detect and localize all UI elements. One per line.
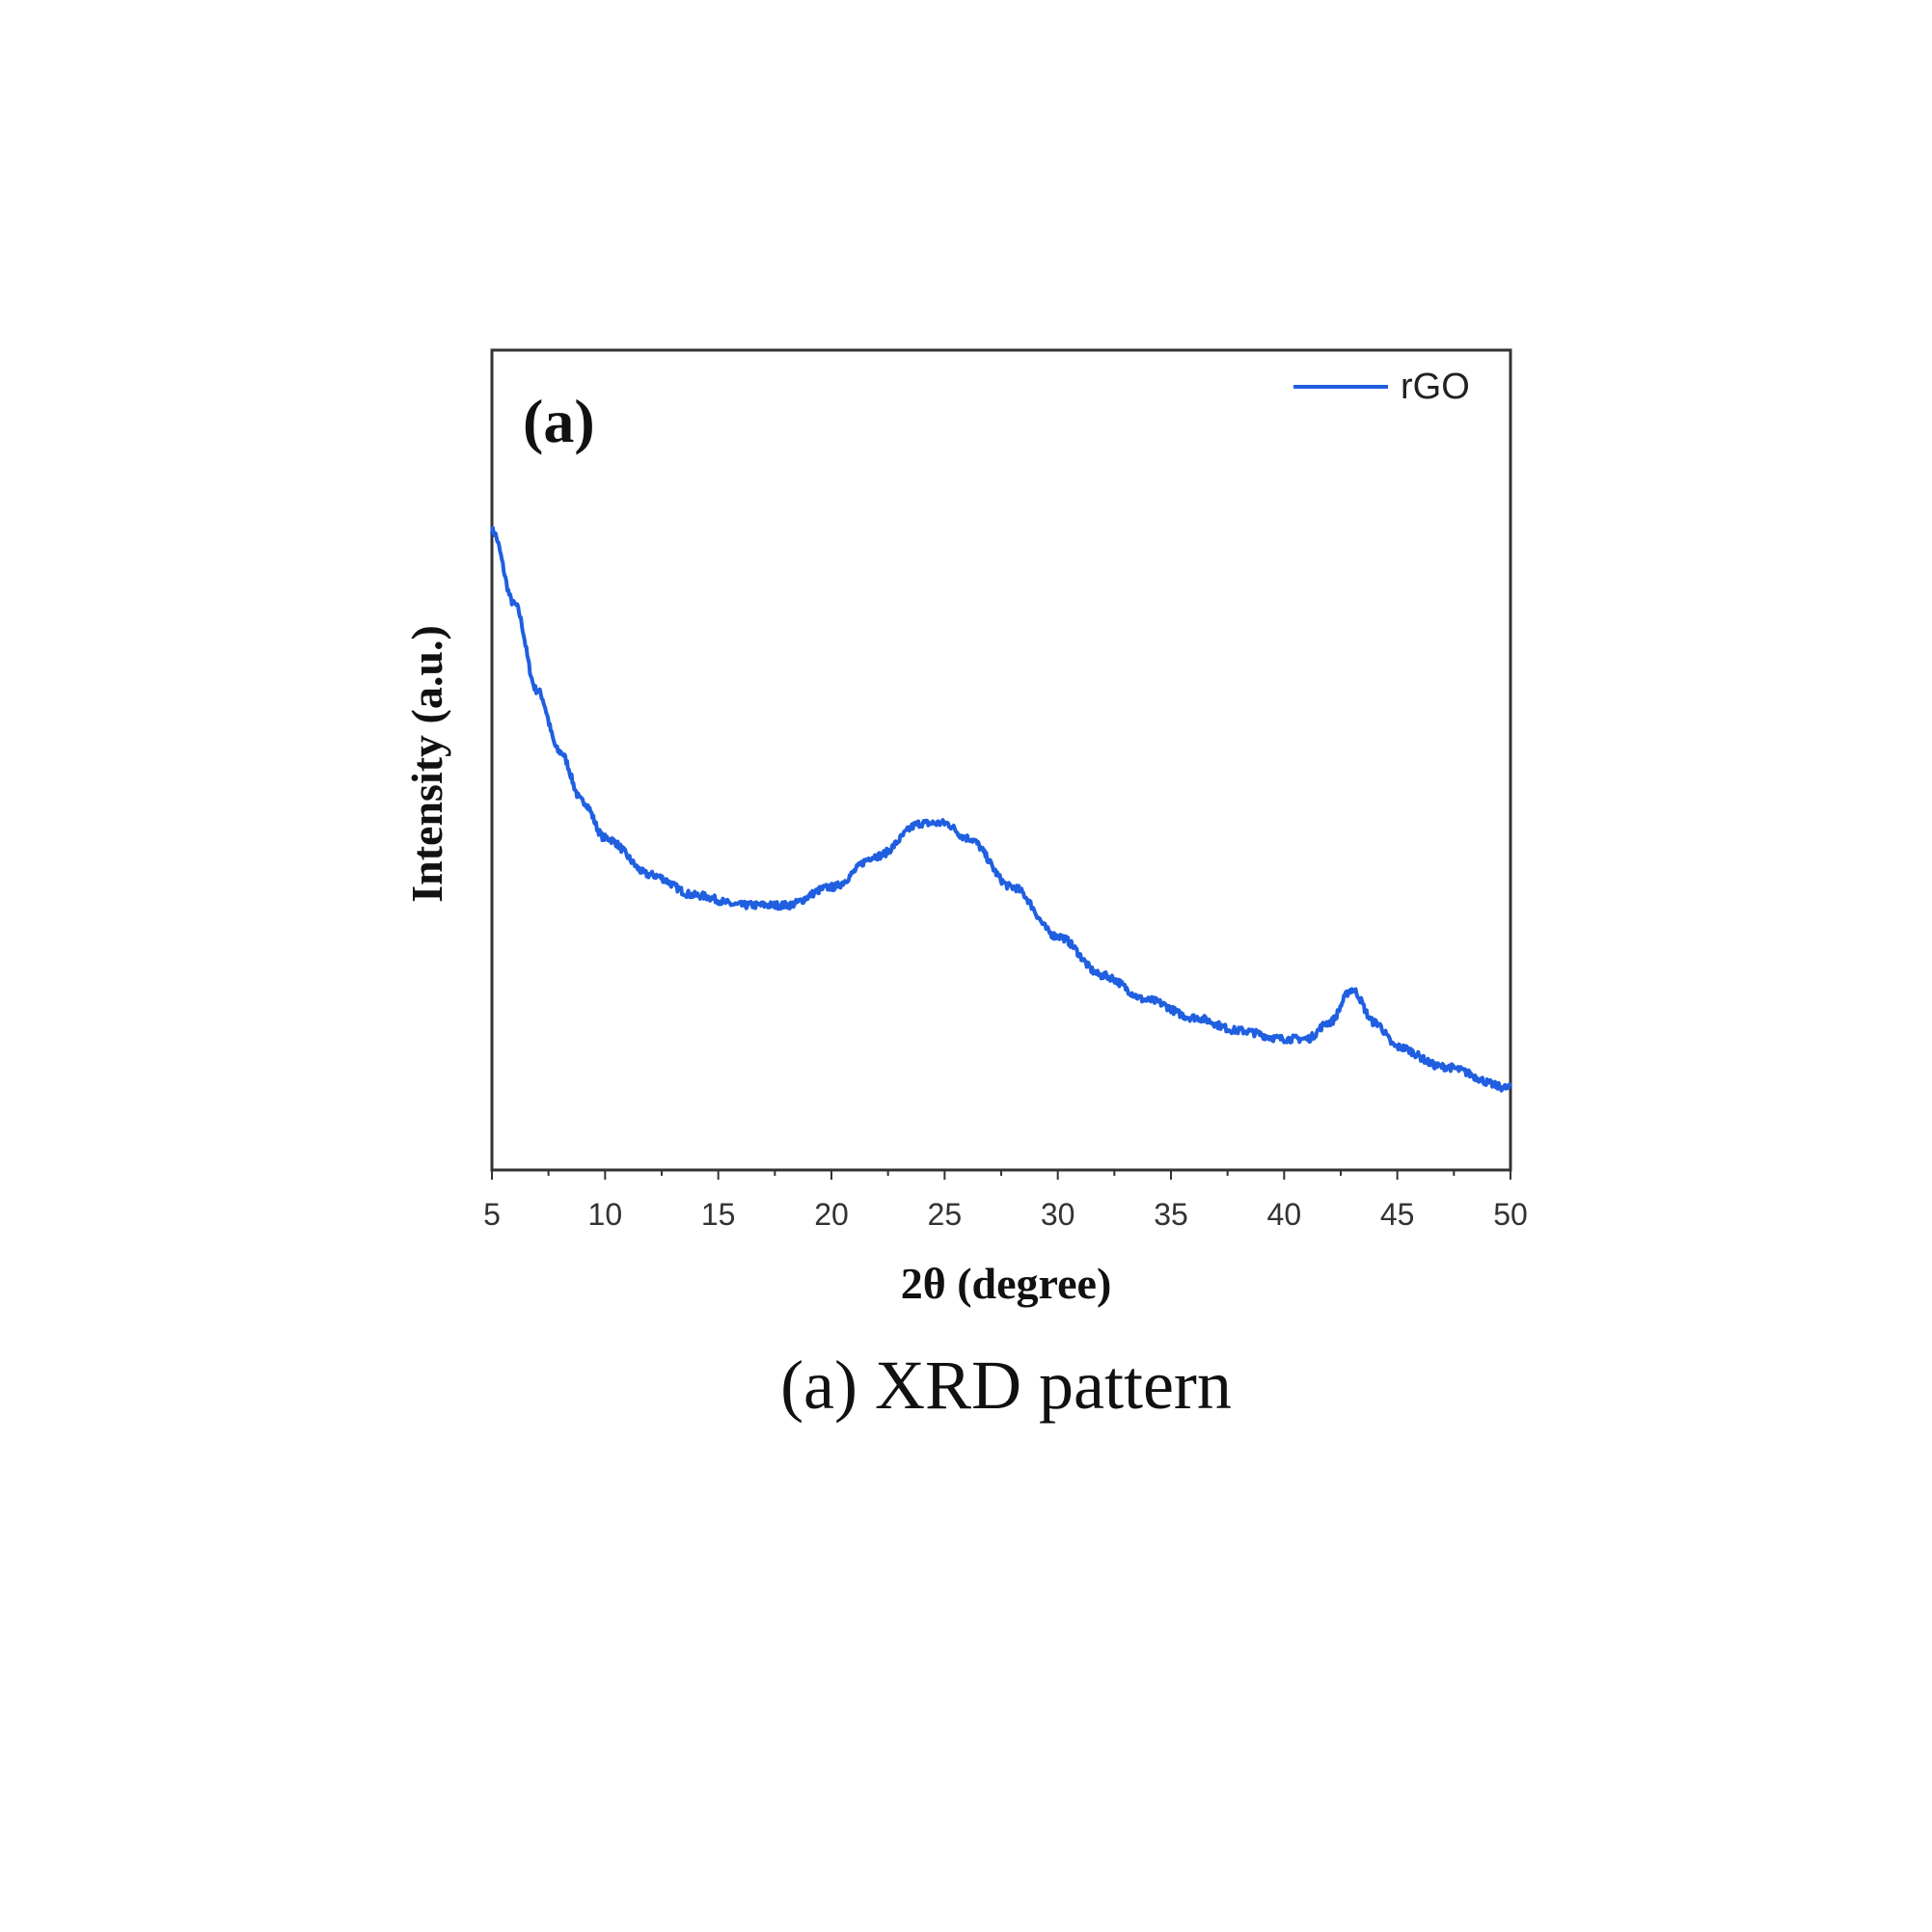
legend-label-rgo: rGO	[1401, 367, 1470, 407]
x-tick-label: 45	[1380, 1197, 1415, 1232]
x-tick-label: 25	[928, 1197, 963, 1232]
panel-label: (a)	[523, 387, 595, 455]
x-tick-label: 40	[1267, 1197, 1302, 1232]
x-tick-label: 10	[588, 1197, 623, 1232]
figure-caption: (a) XRD pattern	[780, 1347, 1232, 1424]
x-tick-label: 50	[1493, 1197, 1528, 1232]
x-tick-label: 20	[814, 1197, 849, 1232]
x-tick-labels: 5 10 15 20 25 30 35 40 45 50	[483, 1197, 1528, 1232]
x-ticks	[491, 1170, 1511, 1180]
x-axis-label: 2θ (degree)	[901, 1259, 1112, 1308]
x-tick-label: 15	[701, 1197, 736, 1232]
x-tick-label: 5	[483, 1197, 501, 1232]
x-tick-label: 30	[1041, 1197, 1075, 1232]
plot-frame	[490, 348, 1512, 1172]
series-line-rgo	[490, 526, 1512, 1093]
y-axis-label: Intensity (a.u.)	[402, 625, 451, 903]
x-tick-label: 35	[1154, 1197, 1188, 1232]
